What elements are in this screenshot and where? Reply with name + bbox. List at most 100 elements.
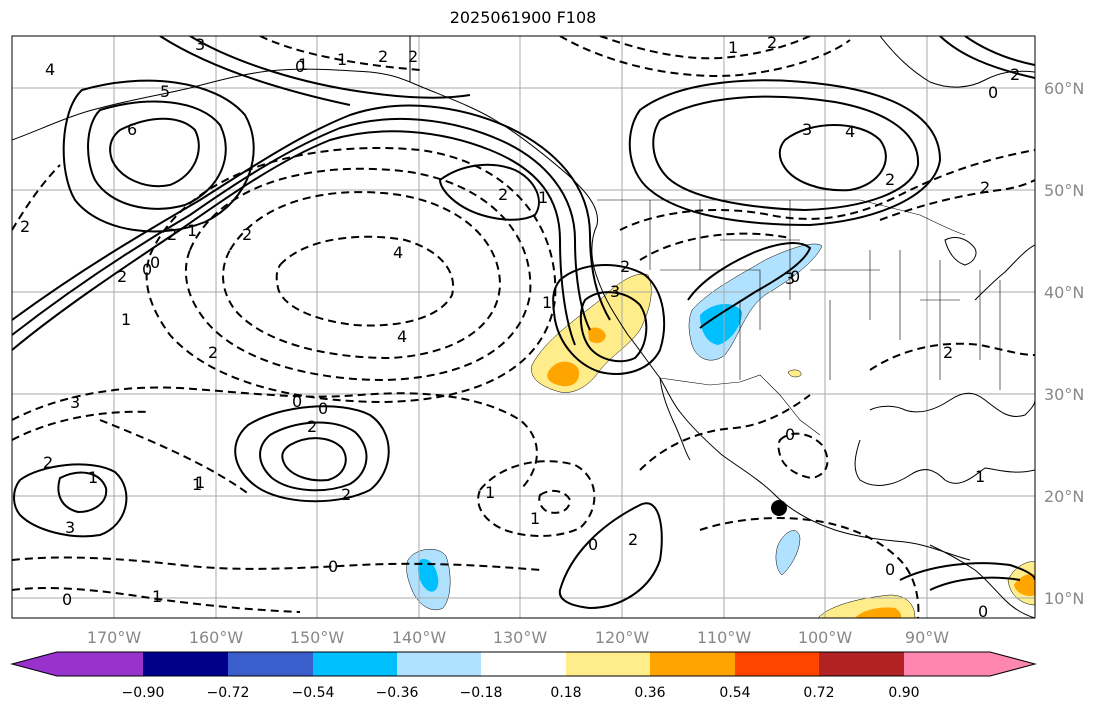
contour-label: 1 <box>298 55 308 74</box>
contour-dashed-10 <box>599 36 811 60</box>
contour-dashed-6 <box>12 410 151 441</box>
lon-tick-labels: 170°W 160°W 150°W 140°W 130°W 120°W 110°… <box>87 628 949 647</box>
colorbar-extend-high <box>990 652 1035 676</box>
contour-label: 2 <box>307 417 317 436</box>
lat-tick-labels: 10°N 20°N 30°N 40°N 50°N 60°N <box>1044 79 1084 608</box>
point-marker <box>771 500 787 516</box>
border-us-mexico <box>659 374 821 436</box>
colorbar: −0.90 −0.72 −0.54 −0.36 −0.18 0.18 0.36 … <box>10 651 1037 701</box>
colorbar-segment <box>57 652 143 676</box>
shade-positive-5 <box>855 607 902 618</box>
lat-tick-label: 10°N <box>1044 589 1084 608</box>
coastlines <box>12 36 1035 618</box>
contour-solid-3 <box>12 104 611 321</box>
colorbar-label: 0.36 <box>634 685 665 701</box>
contour-label: 2 <box>341 485 351 504</box>
contour-label: 1 <box>728 38 738 57</box>
lon-tick-label: 170°W <box>87 628 142 647</box>
coast-north-america-west <box>409 36 971 561</box>
contour-dashed-4 <box>145 146 557 404</box>
contour-label: 1 <box>88 468 98 487</box>
coast-central-america <box>929 544 1035 618</box>
lat-tick-label: 30°N <box>1044 385 1084 404</box>
coast-hudson <box>879 36 1035 88</box>
contour-label: 4 <box>45 60 55 79</box>
contour-label: 2 <box>980 178 990 197</box>
contour-dashed-3 <box>184 167 532 382</box>
map-frame <box>11 35 1036 619</box>
contour-solid-10 <box>778 124 887 192</box>
coast-east <box>974 244 1035 301</box>
contour-label: 0 <box>790 267 800 286</box>
shade-positive-3 <box>588 327 606 344</box>
contour-dashed-13 <box>639 232 791 261</box>
shade-positive-8 <box>787 369 802 378</box>
dashed-contours <box>12 36 1035 618</box>
contour-dashed-2 <box>275 235 455 327</box>
contour-dashed-11 <box>559 36 851 77</box>
colorbar-label: −0.72 <box>207 685 250 701</box>
contour-solid-12 <box>579 291 648 363</box>
contour-dashed-22 <box>99 419 251 496</box>
contour-label: 1 <box>187 221 197 240</box>
contour-label: 5 <box>160 82 170 101</box>
contour-label: 1 <box>152 587 162 606</box>
contour-label: 1 <box>195 473 205 492</box>
colorbar-outline <box>10 651 1037 677</box>
coast-gulf-mexico <box>869 392 1035 417</box>
contour-label: 3 <box>802 120 812 139</box>
contour-dashed-9 <box>777 432 829 480</box>
contour-dashed-17 <box>12 587 301 613</box>
shade-negative-1 <box>688 243 823 361</box>
lat-tick-label: 60°N <box>1044 79 1084 98</box>
contour-label: 2 <box>943 343 953 362</box>
contour-label: 1 <box>192 475 202 494</box>
borders <box>409 36 1001 436</box>
contour-label: 0 <box>988 83 998 102</box>
contour-solid-1 <box>12 130 576 351</box>
lat-tick-label: 40°N <box>1044 283 1084 302</box>
colorbar-segment <box>566 652 650 676</box>
contour-solid-18 <box>558 502 663 610</box>
contour-solid-13 <box>234 405 390 503</box>
colorbar-label: −0.18 <box>460 685 503 701</box>
contour-label: 1 <box>485 483 495 502</box>
contour-label-group: 6 5 4 3 2 1 0 1 2 2 3 4 2 2 0 1 2 1 3 4 … <box>20 35 1020 621</box>
contour-label: 3 <box>70 393 80 412</box>
contour-solid-8 <box>628 79 942 227</box>
contour-solid-16 <box>13 463 128 538</box>
contour-label: 2 <box>167 225 177 244</box>
coast-baja <box>659 377 691 461</box>
contour-dashed-8 <box>538 489 572 514</box>
contour-label: 0 <box>62 590 72 609</box>
lon-tick-label: 140°W <box>392 628 447 647</box>
contour-dashed-18 <box>639 394 811 471</box>
contour-label: 2 <box>378 47 388 66</box>
contour-dashed-19 <box>699 517 920 618</box>
contour-label: 1 <box>538 188 548 207</box>
gridlines <box>12 36 1035 618</box>
contour-label: 0 <box>295 57 305 76</box>
contour-label: 2 <box>208 343 218 362</box>
contour-label: 0 <box>785 425 795 444</box>
colorbar-label: 0.90 <box>888 685 919 701</box>
contour-dashed-16 <box>12 556 541 571</box>
contour-label: 0 <box>978 602 988 621</box>
map-title: 2025061900 F108 <box>449 8 597 27</box>
colorbar-segment <box>397 652 481 676</box>
contour-dashed-1 <box>222 191 502 360</box>
lon-tick-label: 100°W <box>798 628 853 647</box>
contour-solid-4 <box>438 163 540 221</box>
contour-dashed-12 <box>619 149 1035 231</box>
contour-label: 1 <box>975 467 985 486</box>
colorbar-segment <box>313 652 397 676</box>
contour-label: 3 <box>610 282 620 301</box>
contour-label: 3 <box>195 35 205 54</box>
coast-great-lakes <box>944 237 977 266</box>
colorbar-segment <box>904 652 990 676</box>
colorbar-segment <box>650 652 735 676</box>
state-lines <box>649 200 1001 390</box>
contour-label: 2 <box>242 225 252 244</box>
colorbar-extend-low <box>12 652 57 676</box>
